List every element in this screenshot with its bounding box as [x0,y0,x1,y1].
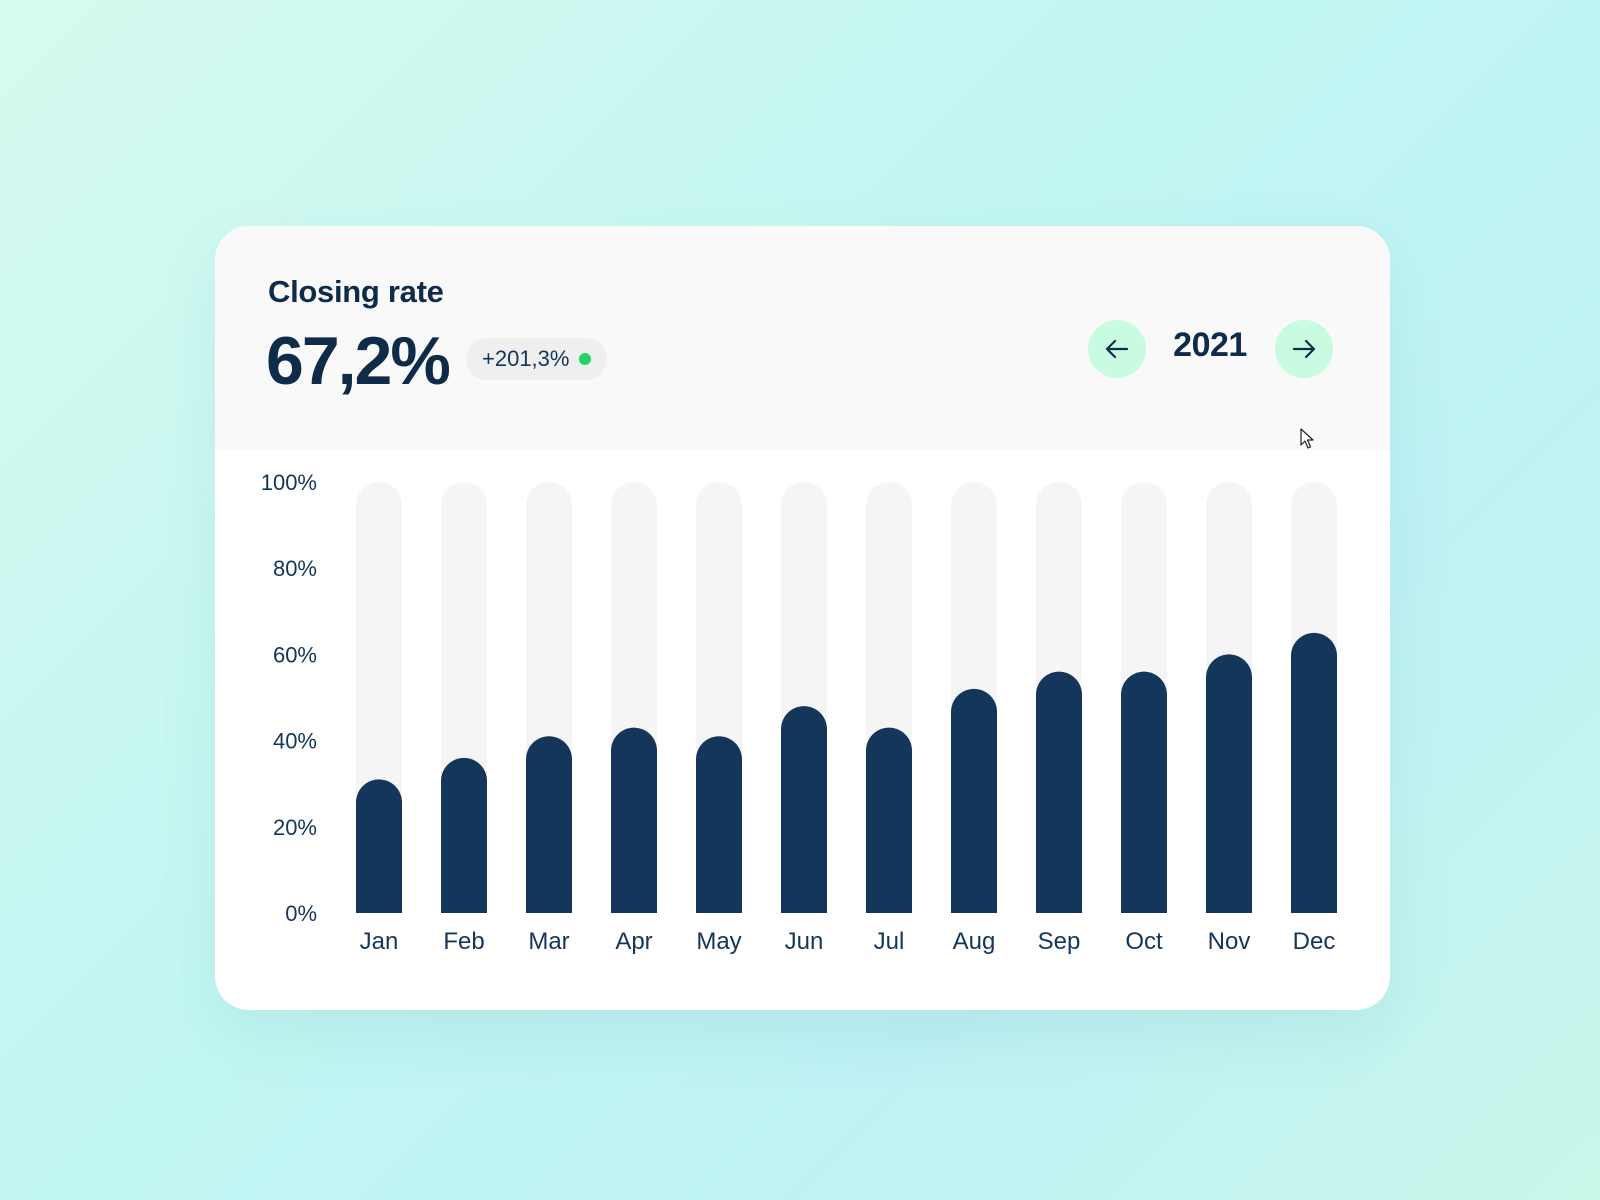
bar-feb[interactable] [441,757,487,913]
bar-dec[interactable] [1291,632,1337,913]
mouse-cursor-icon [1300,428,1314,449]
year-label: 2021 [1173,326,1247,364]
closing-rate-bar-chart: 0% 20% 40% 60% 80% 100% Jan Feb Mar Apr May Jun Jul A… [261,470,1337,955]
bar-sep[interactable] [1036,671,1082,913]
x-tick-label: Sep [1038,928,1081,955]
status-dot-icon [579,353,592,365]
bar-jul[interactable] [866,727,912,913]
arrow-left-icon [1105,339,1129,359]
next-year-button[interactable] [1275,320,1333,378]
x-tick-label: Oct [1125,928,1163,955]
change-value: +201,3% [482,346,570,371]
x-tick-label: Jul [874,928,905,955]
bar-apr[interactable] [611,727,657,913]
bar-may[interactable] [696,736,742,913]
card-title: Closing rate [268,274,444,309]
x-tick-label: Apr [615,928,652,955]
x-tick-label: Mar [528,928,569,955]
y-tick-label: 80% [273,556,317,581]
y-tick-label: 40% [273,729,317,754]
x-tick-label: Jun [785,928,824,955]
closing-rate-value: 67,2% [266,323,451,399]
closing-rate-card: Closing rate 67,2% +201,3% 2021 0% 20% 40%… [215,226,1390,1010]
x-tick-label: Feb [443,928,484,955]
bar-oct[interactable] [1121,671,1167,913]
x-tick-label: Aug [953,928,996,955]
change-badge: +201,3% [466,338,608,380]
bar-jan[interactable] [356,779,402,913]
y-tick-label: 0% [285,901,317,926]
bar-mar[interactable] [526,736,572,913]
card-header: Closing rate 67,2% +201,3% 2021 [215,226,1390,450]
bar-nov[interactable] [1206,654,1252,913]
x-tick-label: Dec [1293,928,1336,955]
bar-aug[interactable] [951,688,997,913]
y-tick-label: 100% [261,470,317,495]
y-tick-label: 60% [273,642,317,667]
x-tick-label: May [696,928,741,955]
bar-jun[interactable] [781,706,827,913]
previous-year-button[interactable] [1088,320,1146,378]
arrow-right-icon [1292,339,1316,359]
x-tick-label: Nov [1208,928,1251,955]
x-tick-label: Jan [360,928,399,955]
y-tick-label: 20% [273,815,317,840]
